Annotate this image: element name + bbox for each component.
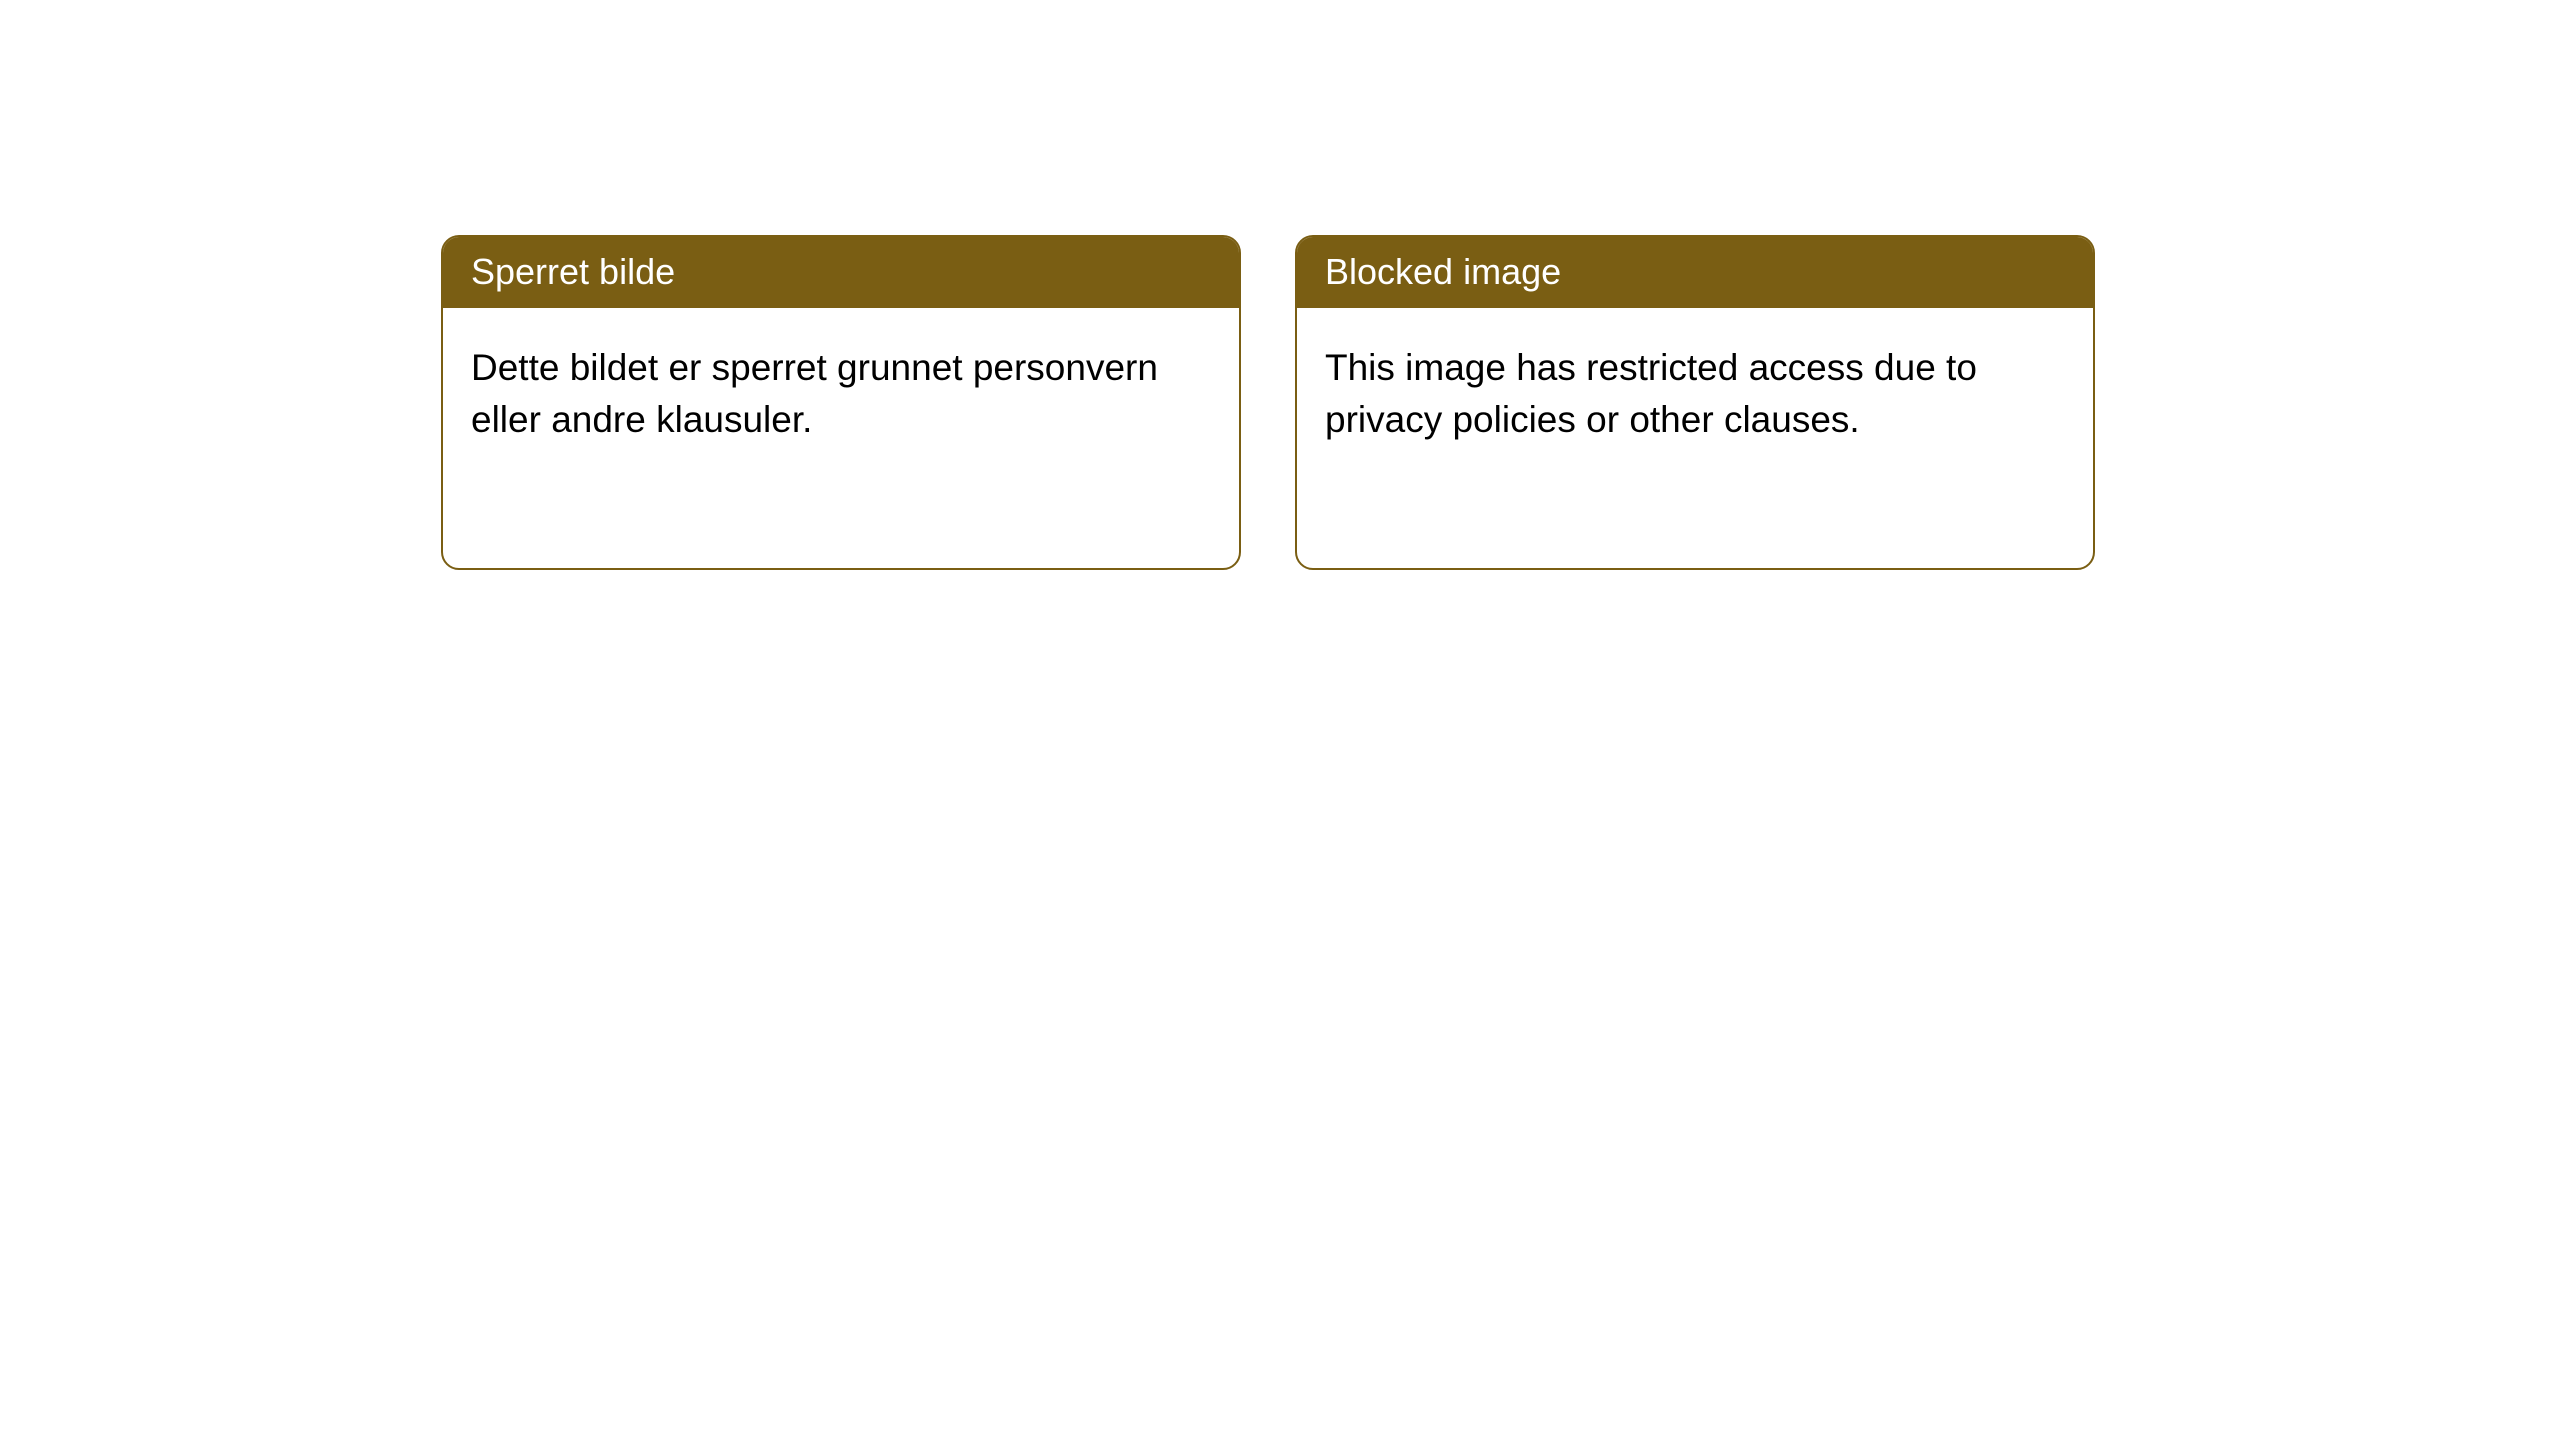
- notice-card-norwegian: Sperret bilde Dette bildet er sperret gr…: [441, 235, 1241, 570]
- notice-card-english: Blocked image This image has restricted …: [1295, 235, 2095, 570]
- notice-header: Sperret bilde: [443, 237, 1239, 308]
- notice-cards-container: Sperret bilde Dette bildet er sperret gr…: [0, 0, 2560, 570]
- notice-body: Dette bildet er sperret grunnet personve…: [443, 308, 1239, 480]
- notice-header: Blocked image: [1297, 237, 2093, 308]
- notice-body: This image has restricted access due to …: [1297, 308, 2093, 480]
